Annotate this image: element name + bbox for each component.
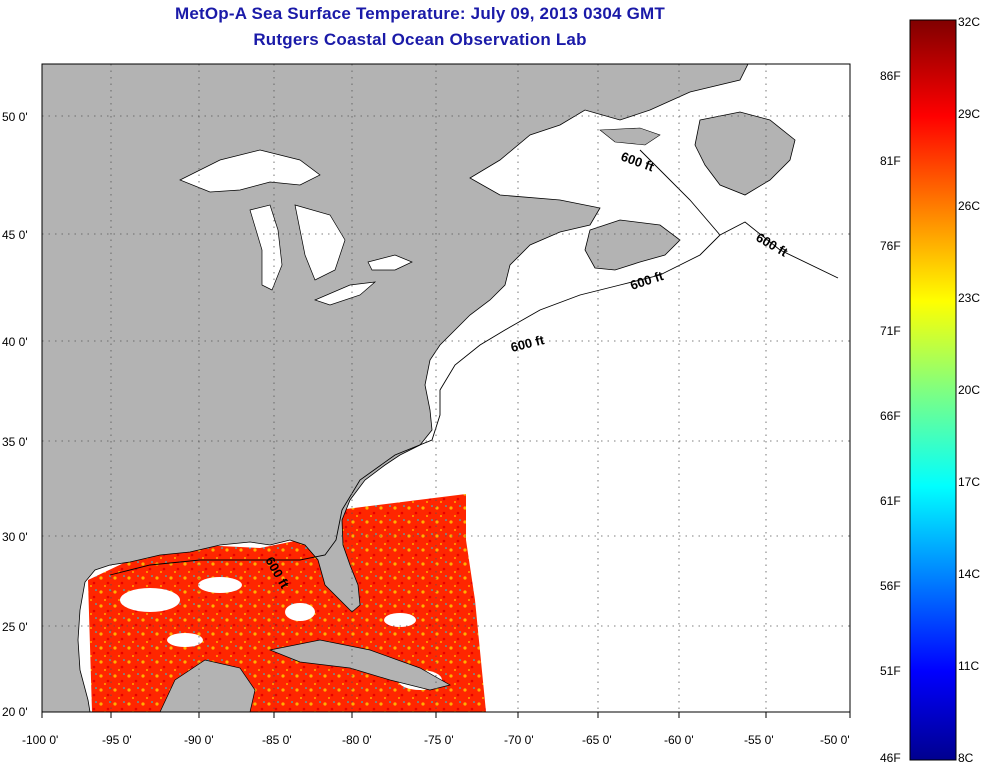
lake-erie (314, 281, 377, 306)
lon-tick-label: -80 0' (342, 733, 372, 747)
map-title: MetOp-A Sea Surface Temperature: July 09… (174, 4, 666, 23)
isobath-600ft (109, 149, 839, 576)
newfoundland-land (694, 111, 796, 196)
colorbar-celsius-label: 17C (958, 475, 980, 489)
lon-tick-label: -95 0' (102, 733, 132, 747)
lake-huron (294, 204, 346, 281)
colorbar-fahrenheit-label: 56F (880, 579, 901, 593)
gulf-st-lawrence-island (599, 127, 661, 146)
lat-tick-label: 35 0' (2, 435, 28, 449)
lon-tick-label: -85 0' (262, 733, 292, 747)
lon-tick-label: -50 0' (820, 733, 850, 747)
colorbar (909, 19, 957, 761)
lat-tick-label: 30 0' (2, 530, 28, 544)
colorbar-celsius-label: 23C (958, 291, 980, 305)
colorbar-celsius-label: 32C (958, 15, 980, 29)
lake-michigan (249, 204, 283, 291)
colorbar-fahrenheit-label: 76F (880, 239, 901, 253)
graticule (42, 64, 850, 712)
colorbar-fahrenheit-label: 86F (880, 69, 901, 83)
lon-tick-label: -100 0' (22, 733, 58, 747)
north-america-land (42, 64, 749, 712)
cuba-land (268, 639, 451, 691)
yucatan-land (159, 659, 256, 712)
lon-tick-label: -75 0' (424, 733, 454, 747)
lon-axis (41, 712, 851, 718)
colorbar-fahrenheit-label: 61F (880, 494, 901, 508)
lon-tick-label: -65 0' (582, 733, 612, 747)
lat-tick-label: 45 0' (2, 228, 28, 242)
lat-tick-label: 25 0' (2, 620, 28, 634)
colorbar-fahrenheit-label: 81F (880, 154, 901, 168)
colorbar-fahrenheit-label: 46F (880, 751, 901, 765)
lake-superior (179, 149, 321, 193)
lat-tick-label: 40 0' (2, 335, 28, 349)
colorbar-fahrenheit-label: 66F (880, 409, 901, 423)
lon-tick-label: -90 0' (184, 733, 214, 747)
lon-tick-label: -55 0' (744, 733, 774, 747)
colorbar-celsius-label: 26C (958, 199, 980, 213)
map-frame (41, 63, 851, 713)
lake-ontario (367, 254, 413, 271)
colorbar-celsius-label: 11C (958, 659, 979, 673)
colorbar-fahrenheit-label: 71F (880, 324, 901, 338)
colorbar-celsius-label: 8C (958, 751, 974, 765)
lat-tick-label: 20 0' (2, 705, 28, 719)
lon-tick-label: -70 0' (504, 733, 534, 747)
colorbar-fahrenheit-label: 51F (880, 664, 901, 678)
nova-scotia-land (584, 219, 681, 271)
lat-tick-label: 50 0' (2, 110, 28, 124)
map-subtitle: Rutgers Coastal Ocean Observation Lab (253, 30, 587, 49)
lon-tick-label: -60 0' (664, 733, 694, 747)
colorbar-celsius-label: 14C (958, 567, 980, 581)
colorbar-celsius-label: 29C (958, 107, 980, 121)
colorbar-celsius-label: 20C (958, 383, 980, 397)
